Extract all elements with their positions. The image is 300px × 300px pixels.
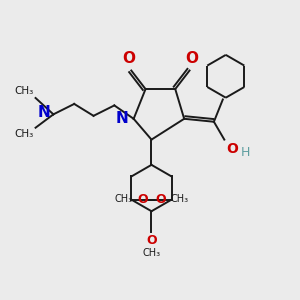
Text: O: O xyxy=(146,233,157,247)
Text: CH₃: CH₃ xyxy=(115,194,133,204)
Text: CH₃: CH₃ xyxy=(142,248,160,258)
Text: O: O xyxy=(185,51,198,66)
Text: N: N xyxy=(38,105,50,120)
Text: CH₃: CH₃ xyxy=(14,85,33,96)
Text: N: N xyxy=(116,111,128,126)
Text: CH₃: CH₃ xyxy=(14,129,33,139)
Text: O: O xyxy=(123,51,136,66)
Text: O: O xyxy=(227,142,239,156)
Text: O: O xyxy=(137,193,148,206)
Text: H: H xyxy=(241,146,250,159)
Text: CH₃: CH₃ xyxy=(170,194,188,204)
Text: O: O xyxy=(155,193,166,206)
